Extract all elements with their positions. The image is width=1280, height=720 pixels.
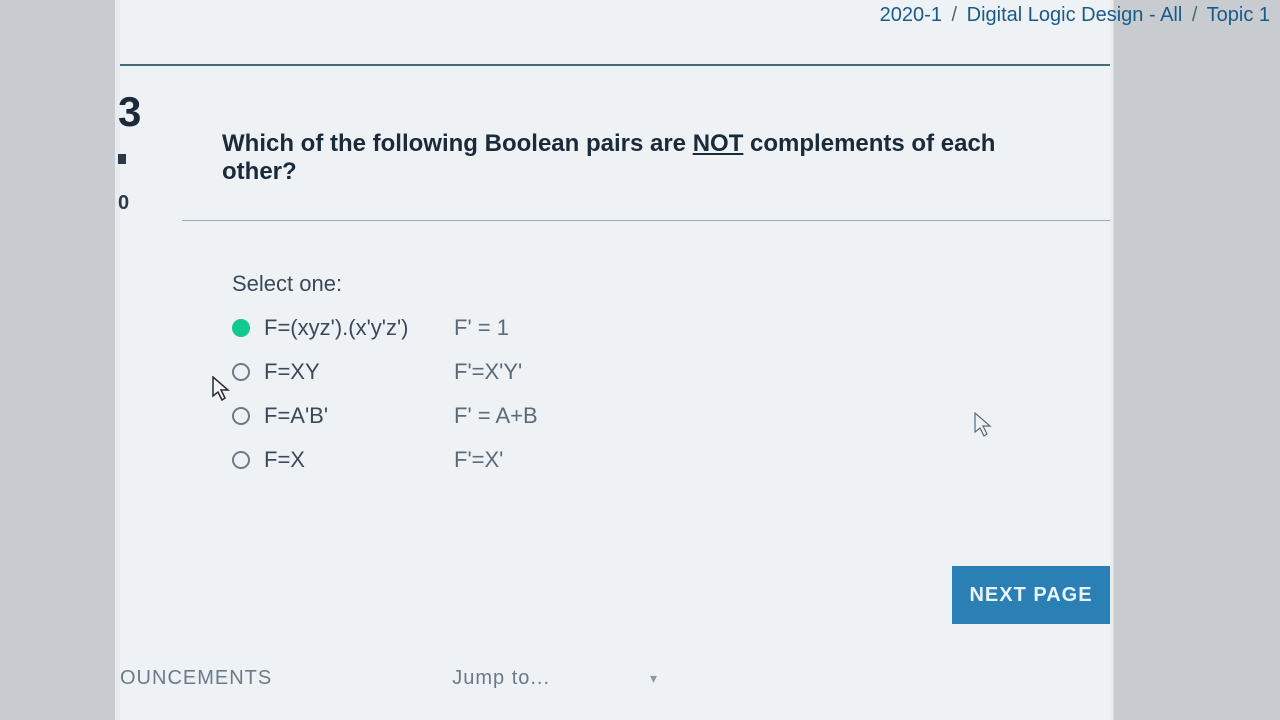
breadcrumb: 2020-1 / Digital Logic Design - All / To… [880,4,1270,27]
radio-icon[interactable] [232,451,250,469]
next-page-label: NEXT PAGE [969,584,1092,607]
breadcrumb-separator: / [1192,4,1198,26]
radio-selected-icon[interactable] [232,319,250,337]
option-f: F=A'B' [264,403,454,429]
option-row[interactable]: F=(xyz').(x'y'z') F' = 1 [232,315,1070,341]
question-text-emphasis: NOT [693,130,744,157]
option-fprime: F'=X' [454,447,503,473]
radio-icon[interactable] [232,363,250,381]
breadcrumb-topic[interactable]: Topic 1 [1207,4,1270,26]
announcements-link[interactable]: OUNCEMENTS [120,667,272,690]
answers-section: Select one: F=(xyz').(x'y'z') F' = 1 F=X… [182,221,1110,511]
next-page-button[interactable]: NEXT PAGE [952,566,1110,624]
jump-to-dropdown[interactable]: Jump to... ▾ [452,667,658,690]
select-one-label: Select one: [232,271,1070,297]
question-text-pre: Which of the following Boolean pairs are [222,130,693,157]
breadcrumb-course[interactable]: Digital Logic Design - All [967,4,1183,26]
question-number: 3 [118,88,141,136]
header-divider [120,64,1110,66]
side-marker [118,154,126,164]
option-f: F=XY [264,359,454,385]
option-row[interactable]: F=A'B' F' = A+B [232,403,1070,429]
chevron-down-icon: ▾ [650,670,658,687]
option-row[interactable]: F=XY F'=X'Y' [232,359,1070,385]
option-fprime: F' = A+B [454,403,538,429]
question-text: Which of the following Boolean pairs are… [182,100,1110,220]
option-f: F=(xyz').(x'y'z') [264,315,454,341]
jump-to-label: Jump to... [452,667,550,690]
option-f: F=X [264,447,454,473]
option-fprime: F'=X'Y' [454,359,522,385]
footer-nav: OUNCEMENTS Jump to... ▾ [120,667,1110,690]
option-row[interactable]: F=X F'=X' [232,447,1070,473]
radio-icon[interactable] [232,407,250,425]
breadcrumb-separator: / [952,4,958,26]
option-fprime: F' = 1 [454,315,509,341]
side-score: 0 [118,192,129,215]
breadcrumb-year[interactable]: 2020-1 [880,4,942,26]
